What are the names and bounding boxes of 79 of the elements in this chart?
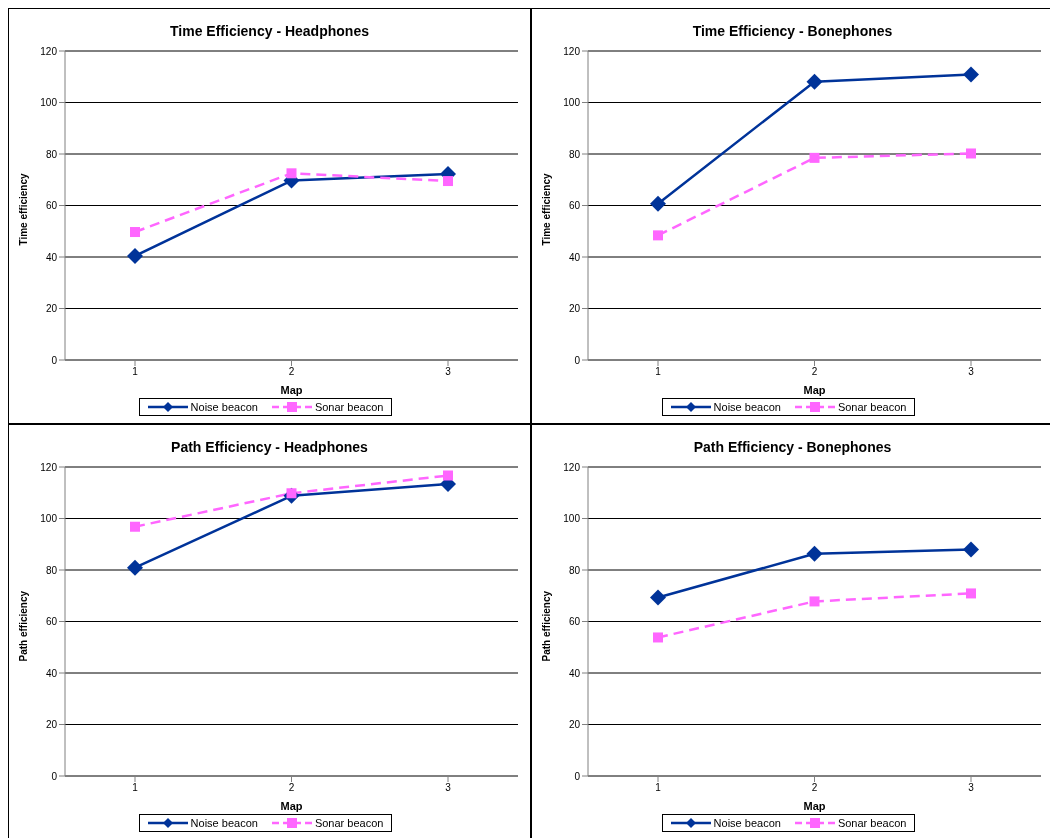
- x-axis-title: Map: [803, 800, 826, 812]
- y-axis-title: Time efficiency: [540, 172, 552, 246]
- point: [130, 227, 140, 238]
- y-tick-label: 0: [574, 770, 581, 782]
- point: [809, 152, 820, 163]
- chart-title: Path Efficiency - Bonephones: [692, 439, 893, 457]
- y-tick-label: 40: [568, 667, 581, 679]
- x-axis-title: Map: [280, 384, 303, 396]
- y-tick-label: 80: [568, 564, 581, 576]
- y-tick-label: 20: [45, 719, 58, 731]
- legend-label: Noise beacon: [190, 401, 258, 413]
- y-tick-label: 60: [568, 200, 581, 212]
- y-tick-label: 0: [574, 354, 581, 366]
- y-tick-label: 40: [45, 667, 58, 679]
- y-tick-label: 100: [40, 513, 58, 525]
- x-tick-label: 2: [288, 366, 295, 378]
- chart-title: Time Efficiency - Bonephones: [691, 23, 894, 41]
- point: [653, 632, 663, 643]
- x-tick-label: 1: [132, 366, 139, 378]
- y-tick-label: 120: [40, 45, 58, 57]
- y-axis-title: Time efficiency: [17, 172, 29, 246]
- point: [963, 66, 979, 83]
- point: [650, 589, 666, 606]
- point: [809, 596, 820, 607]
- y-tick-label: 80: [45, 148, 58, 160]
- y-tick-label: 100: [563, 513, 581, 525]
- point: [650, 195, 666, 212]
- x-tick-label: 1: [132, 782, 139, 794]
- legend-label: Sonar beacon: [837, 817, 907, 829]
- point: [443, 470, 453, 481]
- point: [127, 247, 143, 264]
- point: [806, 73, 823, 90]
- y-tick-label: 60: [568, 616, 581, 628]
- point: [966, 148, 976, 159]
- x-tick-label: 1: [655, 366, 662, 378]
- point: [806, 545, 823, 562]
- y-tick-label: 20: [45, 303, 58, 315]
- y-tick-label: 0: [51, 354, 58, 366]
- x-tick-label: 3: [968, 782, 975, 794]
- y-tick-label: 120: [40, 461, 58, 473]
- x-tick-label: 2: [811, 366, 818, 378]
- legend-label: Noise beacon: [190, 817, 258, 829]
- chart-title: Path Efficiency - Headphones: [170, 439, 369, 457]
- y-tick-label: 20: [568, 719, 581, 731]
- y-tick-label: 60: [45, 200, 58, 212]
- x-tick-label: 1: [655, 782, 662, 794]
- x-axis-title: Map: [803, 384, 826, 396]
- y-axis-title: Path efficiency: [540, 590, 552, 662]
- x-tick-label: 3: [445, 782, 452, 794]
- legend-label: Sonar beacon: [837, 401, 907, 413]
- point: [443, 176, 453, 187]
- legend-label: Sonar beacon: [314, 817, 384, 829]
- chart-title: Time Efficiency - Headphones: [169, 23, 370, 41]
- y-tick-label: 80: [568, 148, 581, 160]
- y-tick-label: 0: [51, 770, 58, 782]
- legend-label: Sonar beacon: [314, 401, 384, 413]
- y-tick-label: 100: [40, 97, 58, 109]
- y-tick-label: 120: [563, 45, 581, 57]
- y-tick-label: 80: [45, 564, 58, 576]
- y-tick-label: 60: [45, 616, 58, 628]
- y-axis-title: Path efficiency: [17, 590, 29, 662]
- point: [127, 559, 143, 576]
- y-tick-label: 40: [45, 251, 58, 263]
- y-tick-label: 100: [563, 97, 581, 109]
- x-tick-label: 2: [811, 782, 818, 794]
- point: [286, 168, 297, 179]
- point: [130, 521, 140, 532]
- y-tick-label: 20: [568, 303, 581, 315]
- legend-label: Noise beacon: [713, 817, 781, 829]
- point: [966, 588, 976, 599]
- x-axis-title: Map: [280, 800, 303, 812]
- legend-label: Noise beacon: [713, 401, 781, 413]
- point: [963, 541, 979, 558]
- x-tick-label: 3: [445, 366, 452, 378]
- point: [653, 230, 663, 241]
- y-tick-label: 120: [563, 461, 581, 473]
- x-tick-label: 2: [288, 782, 295, 794]
- x-tick-label: 3: [968, 366, 975, 378]
- y-tick-label: 40: [568, 251, 581, 263]
